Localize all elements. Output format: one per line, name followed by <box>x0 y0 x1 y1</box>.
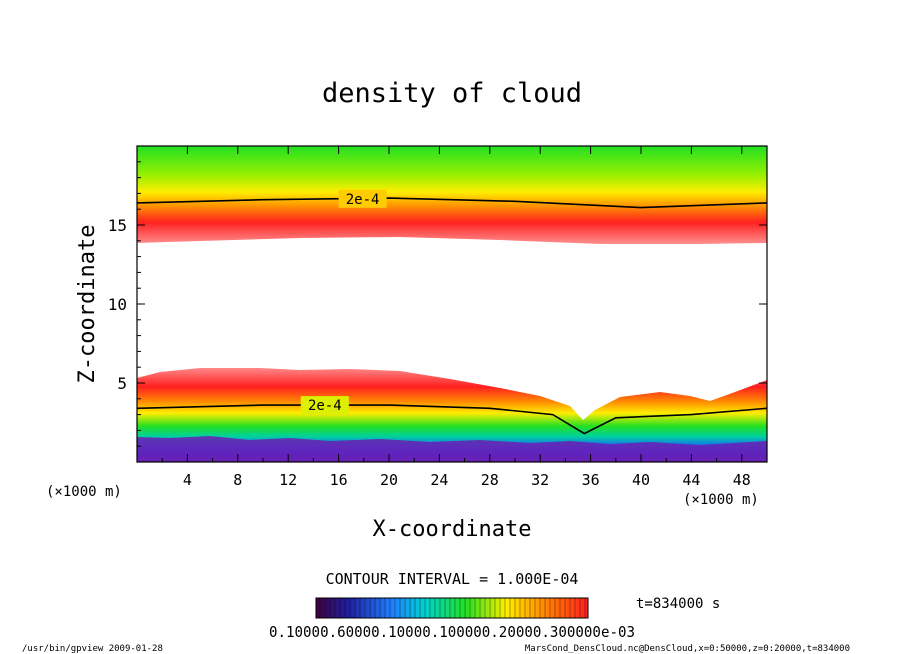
x-tick-label: 28 <box>481 471 499 489</box>
x-unit-right: (×1000 m) <box>683 492 759 508</box>
colorbar-stripes <box>319 598 586 618</box>
y-axis-label: Z-coordinate <box>75 225 100 384</box>
colorbar <box>315 597 589 619</box>
y-axis-ticks: 5 10 15 <box>108 161 767 447</box>
x-tick-label: 36 <box>582 471 600 489</box>
upper-cloud-layer <box>137 146 767 244</box>
colorbar-labels: 0.10000.60000.10000.100000.20000.300000e… <box>269 623 635 641</box>
x-tick-label: 32 <box>531 471 549 489</box>
contour-label: 2e-4 <box>308 398 342 414</box>
x-tick-label: 48 <box>733 471 751 489</box>
x-tick-label: 40 <box>632 471 650 489</box>
y-tick-label: 15 <box>108 216 127 235</box>
time-label: t=834000 s <box>636 596 720 612</box>
contour-interval: CONTOUR INTERVAL = 1.000E-04 <box>326 570 579 588</box>
x-tick-label: 24 <box>430 471 448 489</box>
x-tick-label: 16 <box>330 471 348 489</box>
contour-line <box>137 197 767 209</box>
contour-label-bg <box>300 396 349 415</box>
x-tick-label: 20 <box>380 471 398 489</box>
y-tick-label: 5 <box>117 374 127 393</box>
contour-label-bg <box>338 189 387 208</box>
x-tick-label: 4 <box>183 471 192 489</box>
y-tick-label: 10 <box>108 295 127 314</box>
footer-left: /usr/bin/gpview 2009-01-28 <box>22 644 163 654</box>
x-axis-label: X-coordinate <box>373 517 532 542</box>
x-tick-label: 8 <box>233 471 242 489</box>
contour-label: 2e-4 <box>346 192 380 208</box>
footer-right: MarsCond_DensCloud.nc@DensCloud,x=0:5000… <box>525 644 850 654</box>
lower-layer-base <box>137 436 767 462</box>
x-tick-label: 12 <box>279 471 297 489</box>
contour-labels: 2e-4 2e-4 <box>300 189 387 415</box>
x-unit-left: (×1000 m) <box>46 484 122 500</box>
x-axis-ticks: 4 8 12 16 20 24 28 32 36 40 44 48 <box>161 146 751 489</box>
chart-title: density of cloud <box>322 78 582 109</box>
x-tick-label: 44 <box>682 471 700 489</box>
